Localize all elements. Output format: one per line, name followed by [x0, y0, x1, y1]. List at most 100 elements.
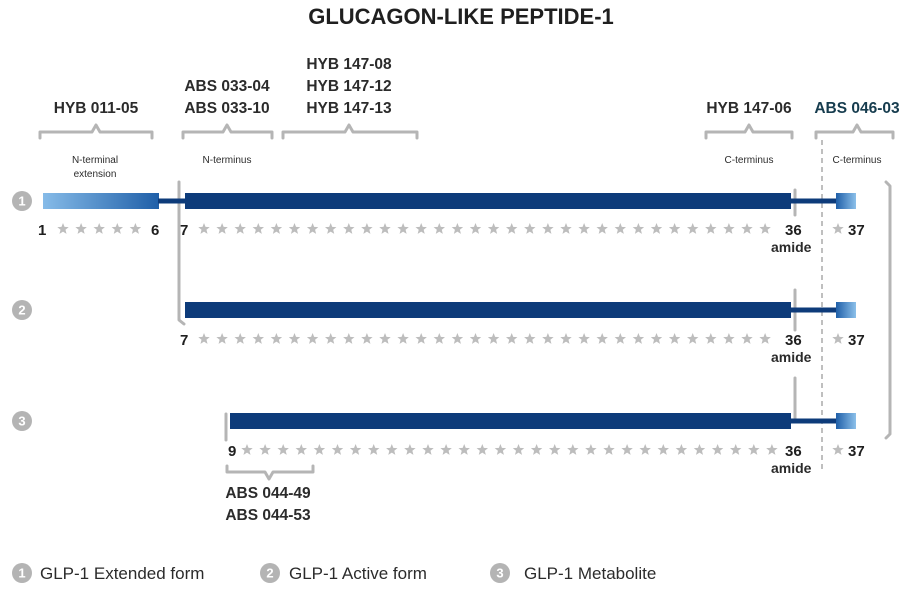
residue-star-icon [386, 444, 398, 455]
residue-star-icon [241, 444, 253, 455]
row-active-form: 2 7 36 amide 37 [12, 300, 865, 365]
residue-star-icon [596, 333, 608, 344]
residue-star-icon [57, 223, 69, 234]
residue-star-icon [614, 223, 627, 234]
legend-item-metabolite: 3 GLP-1 Metabolite [490, 563, 656, 583]
bracket-abs-046-vertical [884, 180, 892, 440]
residue-star-icon [288, 223, 301, 234]
residue-star-icon [306, 223, 319, 234]
residue-star-icon [288, 333, 301, 344]
bracket-n-terminus-vertical [177, 180, 186, 326]
residue-star-icon [832, 444, 844, 455]
antibody-abs-044-53: ABS 044-53 [225, 507, 311, 524]
bracket-hyb-147 [281, 123, 419, 140]
bracket-abs-033 [181, 123, 274, 140]
residue-star-icon [367, 444, 380, 455]
legend-marker-circle [490, 563, 510, 583]
residue-star-icon [93, 223, 105, 234]
residue-star-icon [693, 444, 706, 455]
residue-star-icon [759, 223, 771, 234]
residue-star-icon [433, 333, 446, 344]
residue-stars [241, 444, 778, 455]
residue-star-icon [832, 223, 844, 234]
label-c-terminus-left: C-terminus [725, 155, 774, 166]
residue-star-icon [451, 223, 464, 234]
residue-star-icon [729, 444, 742, 455]
residue-star-icon [585, 444, 597, 455]
bracket-hyb-147-06 [704, 123, 794, 140]
legend-marker-number: 2 [266, 566, 273, 581]
residue-star-icon [512, 444, 525, 455]
residue-star-icon [234, 333, 246, 344]
residue-star-icon [675, 444, 688, 455]
label-n-terminal: N-terminal [72, 155, 118, 166]
residue-star-icon [234, 223, 246, 234]
antibody-abs-033-10: ABS 033-10 [184, 100, 269, 117]
residue-star-icon [530, 444, 543, 455]
residue-star-icon [668, 223, 681, 234]
antibody-hyb-147-06: HYB 147-06 [706, 100, 792, 117]
residue-star-icon [603, 444, 615, 455]
diagram-title: GLUCAGON-LIKE PEPTIDE-1 [308, 4, 614, 29]
legend-item-extended: 1 GLP-1 Extended form [12, 563, 204, 583]
antibody-hyb-011-05: HYB 011-05 [54, 100, 139, 117]
legend-marker-number: 3 [496, 566, 503, 581]
residue-star-icon [542, 223, 554, 234]
residue-star-icon [632, 333, 645, 344]
residue-star-icon [458, 444, 470, 455]
residue-star-icon [639, 444, 651, 455]
residue-star-icon [306, 333, 319, 344]
residue-star-icon [766, 444, 778, 455]
antibody-hyb-147-13: HYB 147-13 [306, 100, 392, 117]
residue-star-icon [494, 444, 507, 455]
residue-star-icon [295, 444, 308, 455]
c-terminal-residue [836, 413, 856, 429]
residue-star-icon [252, 223, 265, 234]
residue-star-icon [397, 333, 409, 344]
residue-star-icon [686, 223, 699, 234]
residue-label-start: 9 [228, 443, 236, 460]
antibody-hyb-147-08: HYB 147-08 [306, 56, 392, 73]
residue-star-icon [469, 333, 482, 344]
residue-star-icon [129, 223, 142, 234]
residue-star-icon [361, 223, 373, 234]
residue-star-icon [578, 333, 590, 344]
residue-star-icon [415, 333, 427, 344]
residue-star-icon [560, 223, 572, 234]
residue-label-6: 6 [151, 222, 159, 239]
residue-star-icon [343, 333, 355, 344]
antibody-abs-046-03: ABS 046-03 [814, 100, 900, 117]
residue-star-icon [705, 333, 717, 344]
residue-star-icon [331, 444, 344, 455]
row-marker-number: 3 [18, 414, 25, 429]
residue-star-icon [75, 223, 87, 234]
residue-star-icon [379, 333, 391, 344]
peptide-bar [185, 193, 791, 209]
legend-label: GLP-1 Extended form [40, 564, 204, 583]
residue-stars [198, 223, 771, 234]
residue-star-icon [111, 223, 124, 234]
residue-star-icon [361, 333, 373, 344]
bracket-abs-044 [225, 464, 315, 481]
row-marker-circle [12, 411, 32, 431]
residue-star-icon [404, 444, 416, 455]
legend-marker-number: 1 [18, 566, 25, 581]
residue-star-icon [668, 333, 681, 344]
residue-star-icon [487, 333, 500, 344]
bracket-hyb-011-05 [38, 123, 154, 140]
label-c-terminus-right: C-terminus [833, 155, 882, 166]
n-terminal-extension-bar [43, 193, 159, 209]
residue-star-icon [567, 444, 579, 455]
residue-stars [198, 333, 771, 344]
residue-star-icon [270, 223, 283, 234]
c-terminal-residue [836, 302, 856, 318]
residue-star-icon [440, 444, 452, 455]
residue-star-icon [723, 223, 735, 234]
legend-marker-circle [260, 563, 280, 583]
peptide-bar [230, 413, 791, 429]
label-n-terminus: N-terminus [203, 155, 252, 166]
residue-star-icon [313, 444, 326, 455]
residue-star-icon [741, 223, 753, 234]
residue-star-icon [349, 444, 362, 455]
